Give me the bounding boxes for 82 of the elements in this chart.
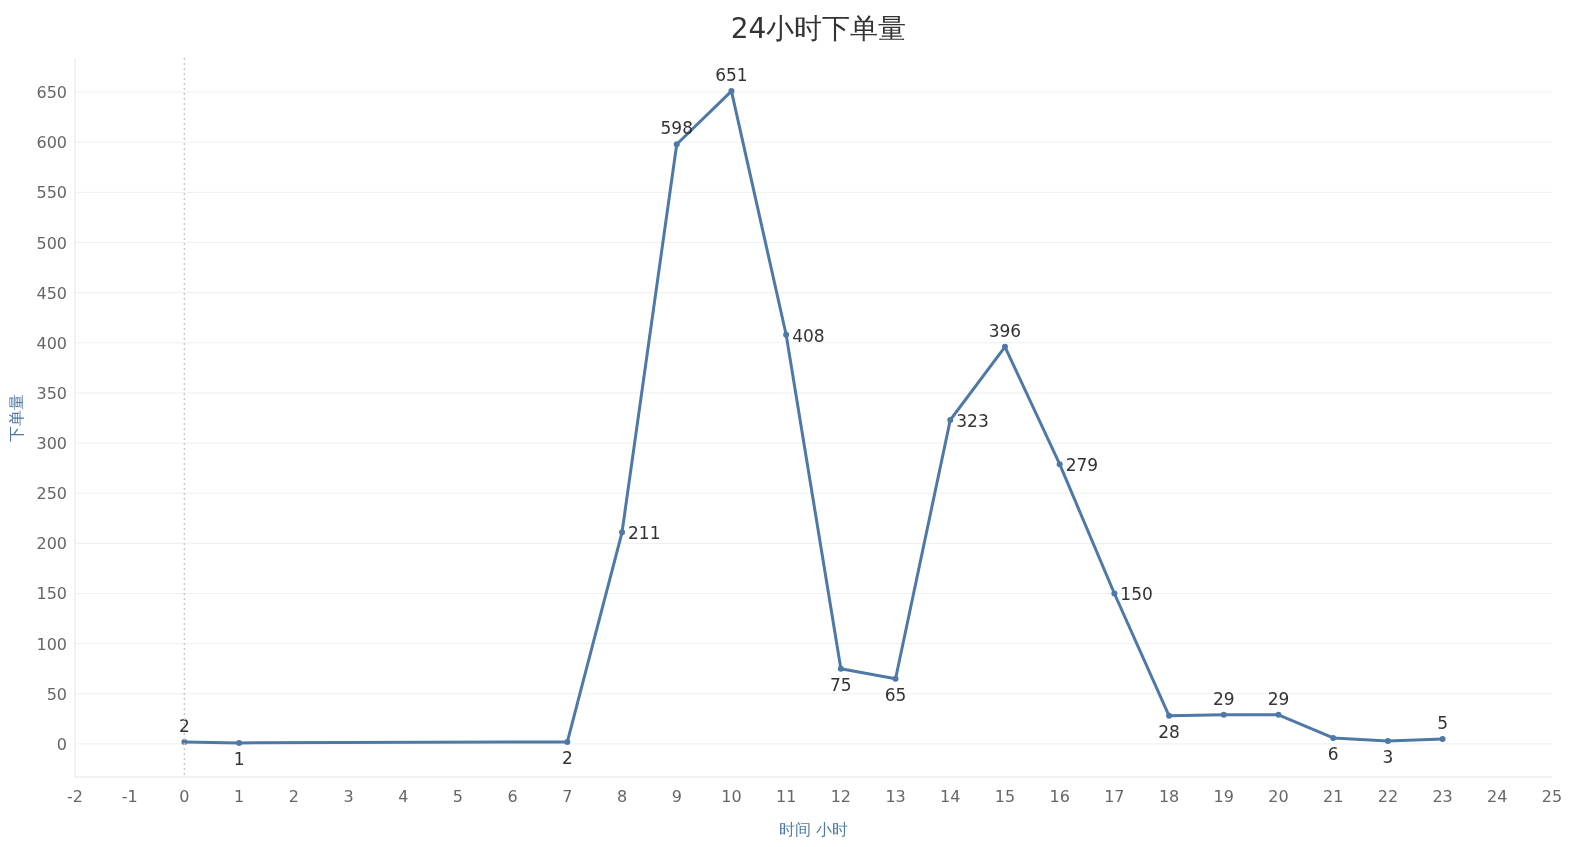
y-tick-label: 150 [36, 584, 67, 604]
x-tick-label: 7 [562, 787, 573, 806]
y-tick-label: 350 [36, 383, 67, 403]
y-tick-label: 250 [36, 484, 67, 504]
x-tick-label: 1 [234, 787, 245, 806]
point [619, 529, 626, 536]
x-tick-label: 11 [775, 787, 797, 806]
x-tick-label: -1 [121, 787, 138, 806]
data-label: 2 [178, 715, 190, 736]
point [728, 88, 735, 95]
x-tick-label: 3 [343, 787, 354, 806]
y-tick-label: 400 [36, 333, 67, 353]
point [1111, 590, 1118, 597]
data-label: 651 [715, 65, 748, 86]
y-tick-label: 300 [36, 434, 67, 454]
x-tick-label: 12 [830, 787, 852, 806]
data-label: 65 [884, 684, 907, 705]
y-tick-label: 0 [56, 734, 67, 754]
x-tick-label: 16 [1049, 787, 1070, 806]
y-tick-label: 650 [36, 83, 67, 103]
x-tick-label: 6 [507, 787, 518, 806]
data-label: 29 [1267, 688, 1290, 709]
data-label: 28 [1158, 721, 1180, 742]
y-tick-label: 500 [36, 233, 67, 253]
x-tick-label: 2 [288, 787, 299, 806]
x-tick-label: 18 [1158, 787, 1180, 806]
chart-title: 24小时下单量 [730, 12, 907, 45]
point [1330, 734, 1337, 741]
x-tick-label: 5 [452, 787, 464, 806]
data-label: 5 [1437, 712, 1449, 733]
y-tick-label: 550 [36, 183, 67, 203]
point [1220, 711, 1227, 718]
x-tick-label: 19 [1213, 787, 1234, 806]
data-label: 598 [660, 118, 693, 139]
x-tick-label: 23 [1432, 787, 1453, 806]
x-tick-label: 14 [940, 787, 961, 806]
data-label: 75 [830, 674, 852, 695]
point [1384, 737, 1391, 744]
y-tick-label: 50 [46, 684, 67, 704]
x-tick-label: -2 [67, 787, 83, 806]
x-tick-label: 25 [1541, 787, 1563, 806]
data-label: 396 [988, 320, 1022, 341]
data-label: 211 [628, 523, 661, 544]
point [1001, 343, 1008, 350]
x-tick-label: 24 [1487, 787, 1508, 806]
data-label: 1 [233, 748, 245, 769]
data-label: 323 [956, 411, 989, 432]
x-tick-label: 22 [1377, 787, 1399, 806]
data-label: 408 [792, 325, 825, 346]
data-label: 279 [1065, 455, 1099, 476]
point [783, 331, 790, 338]
data-label: 150 [1120, 584, 1153, 605]
y-tick-label: 100 [36, 634, 67, 654]
x-tick-label: 21 [1323, 787, 1344, 806]
point [673, 141, 680, 148]
x-tick-label: 20 [1268, 787, 1289, 806]
x-tick-label: 13 [885, 787, 906, 806]
data-label: 2 [561, 747, 573, 768]
x-tick-label: 15 [994, 787, 1016, 806]
y-tick-label: 450 [36, 283, 67, 303]
point [1439, 735, 1446, 742]
data-label: 3 [1382, 746, 1394, 767]
y-tick-label: 200 [36, 534, 67, 554]
point [1056, 461, 1063, 468]
x-tick-label: 10 [721, 787, 742, 806]
x-tick-label: 0 [179, 787, 190, 806]
x-axis-title: 时间 小时 [778, 820, 849, 839]
x-tick-label: 17 [1104, 787, 1125, 806]
x-tick-label: 8 [616, 787, 628, 806]
point [1275, 711, 1282, 718]
point [236, 739, 243, 746]
data-label: 29 [1212, 688, 1235, 709]
point [837, 665, 844, 672]
point [892, 675, 899, 682]
data-label: 6 [1327, 743, 1339, 764]
x-tick-label: 9 [671, 787, 682, 806]
point [1166, 712, 1173, 719]
x-tick-label: 4 [398, 787, 409, 806]
y-tick-label: 600 [36, 133, 67, 153]
point [947, 417, 954, 424]
point [564, 738, 571, 745]
y-axis-title: 下单量 [7, 393, 26, 442]
